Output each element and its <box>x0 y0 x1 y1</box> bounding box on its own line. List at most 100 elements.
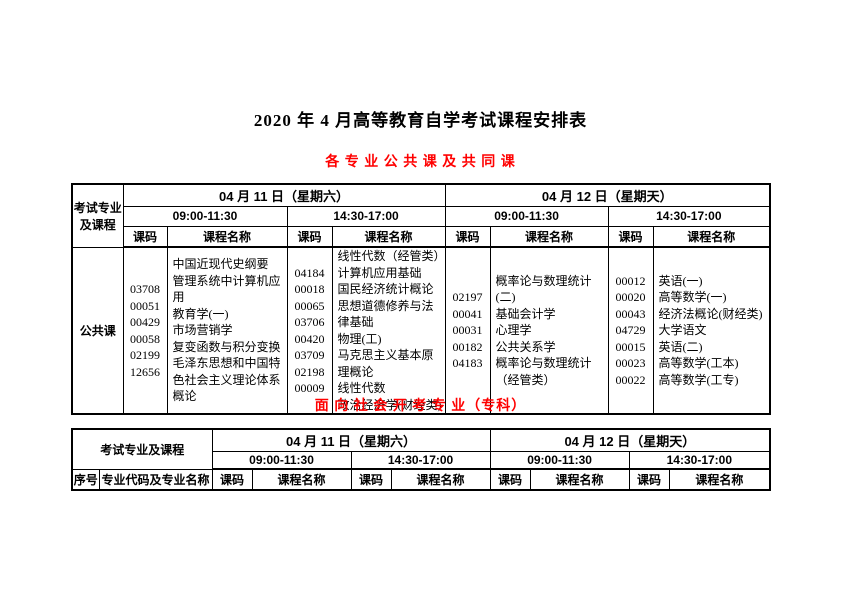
time-header-afternoon: 14:30-17:00 <box>607 205 771 227</box>
course-code: 00012 <box>615 273 646 288</box>
name-column-header: 课程名称 <box>489 225 609 248</box>
day-header-april-12: 04 月 12 日（星期天） <box>444 183 771 207</box>
code-column-header: 课码 <box>628 468 670 491</box>
course-name: 管理系统中计算机应用 <box>172 273 281 305</box>
course-code: 00022 <box>615 372 646 387</box>
course-name: 高等数学(工本) <box>658 356 739 371</box>
code-column-header: 课码 <box>122 225 168 248</box>
course-name: 经济法概论(财经类) <box>658 306 763 321</box>
name-column-header: 课程名称 <box>251 468 352 491</box>
course-name: 大学语文 <box>658 323 707 338</box>
course-code: 00009 <box>294 381 325 395</box>
course-code: 04729 <box>615 323 646 338</box>
course-code: 00020 <box>615 290 646 305</box>
time-header-morning: 09:00-11:30 <box>122 205 288 227</box>
course-code: 00023 <box>615 356 646 371</box>
course-name: 高等数学(工专) <box>658 372 739 387</box>
time-header-morning: 09:00-11:30 <box>444 205 609 227</box>
course-name: 高等数学(一) <box>658 290 727 305</box>
course-code: 03709 <box>294 348 325 362</box>
course-code: 00043 <box>615 306 646 321</box>
course-code: 00015 <box>615 339 646 354</box>
time-header-morning: 09:00-11:30 <box>211 450 352 470</box>
public-courses-row: 公共课 03708 00051 00429 00058 02199 12656 中国近现代… <box>71 246 771 415</box>
course-names-sun-am: 概率论与数理统计(二) 基础会计学心理学 公共关系学概率论与数理统计（经管类） <box>489 246 609 415</box>
course-name: 英语(二) <box>658 339 703 354</box>
course-code: 03706 <box>294 315 325 329</box>
day-header-april-12: 04 月 12 日（星期天） <box>489 428 771 452</box>
social-majors-table: 考试专业及课程 04 月 11 日（星期六） 04 月 12 日（星期天） 09… <box>71 428 772 491</box>
name-column-header: 课程名称 <box>668 468 771 491</box>
course-names-sat-am: 中国近现代史纲要 管理系统中计算机应用 教育学(一) 市场营销学 复变函数与积分变换毛泽… <box>166 246 288 415</box>
course-code: 00041 <box>452 306 483 321</box>
name-column-header: 课程名称 <box>529 468 630 491</box>
course-code: 00058 <box>130 331 160 346</box>
course-name: 中国近现代史纲要 <box>172 257 269 272</box>
course-code: 00429 <box>130 315 160 329</box>
course-name: 线性代数（经管类） <box>337 249 446 263</box>
code-column-header: 课码 <box>444 225 491 248</box>
course-codes-sat-am: 03708 00051 00429 00058 02199 12656 <box>122 246 168 415</box>
name-column-header: 课程名称 <box>166 225 288 248</box>
page-title: 2020 年 4 月高等教育自学考试课程安排表 <box>253 111 588 130</box>
course-code: 00051 <box>130 298 160 313</box>
course-name: 思想道德修养与法律基础 <box>337 298 434 330</box>
course-name: 物理(工) <box>337 331 382 346</box>
course-name: 计算机应用基础 <box>337 265 422 280</box>
course-names-sat-pm: 线性代数（经管类） 计算机应用基础 国民经济统计概论思想道德修养与法律基础 物理(工)… <box>331 246 446 415</box>
code-column-header: 课码 <box>350 468 392 491</box>
corner-header-exam-major: 考试专业及课程 <box>71 183 124 248</box>
code-column-header: 课码 <box>489 468 531 491</box>
time-header-afternoon: 14:30-17:00 <box>286 205 446 227</box>
name-column-header: 课程名称 <box>331 225 446 248</box>
course-code: 00420 <box>294 331 325 346</box>
course-name: 毛泽东思想和中国特色社会主义理论体系概论 <box>172 356 281 404</box>
corner-header-exam-major: 考试专业及课程 <box>71 428 213 470</box>
course-name: 概率论与数理统计（经管类） <box>495 356 592 387</box>
course-code: 00031 <box>452 323 483 338</box>
course-name: 复变函数与积分变换 <box>172 339 281 354</box>
name-column-header: 课程名称 <box>390 468 491 491</box>
course-code: 02199 <box>130 348 160 362</box>
course-names-sun-pm: 英语(一) 高等数学(一) 经济法概论(财经类) 大学语文 英语(二) 高等数学(工本) 高… <box>652 246 771 415</box>
course-name: 英语(一) <box>658 273 703 288</box>
course-codes-sat-pm: 04184 00018 00065 03706 00420 03709 02198 00009 <box>286 246 333 415</box>
course-code: 04184 <box>294 265 325 280</box>
course-code: 02197 <box>452 290 483 305</box>
course-code: 02198 <box>294 364 325 379</box>
course-name: 国民经济统计概论 <box>337 282 434 296</box>
time-header-afternoon: 14:30-17:00 <box>628 450 771 470</box>
course-name: 概率论与数理统计(二) <box>495 273 592 305</box>
course-name: 基础会计学 <box>495 306 556 321</box>
code-column-header: 课码 <box>607 225 654 248</box>
course-code: 04183 <box>452 356 483 371</box>
course-code: 00182 <box>452 339 483 354</box>
course-name: 马克思主义基本原理概论 <box>337 348 434 379</box>
major-code-name-column-header: 专业代码及专业名称 <box>98 468 213 491</box>
code-column-header: 课码 <box>286 225 333 248</box>
course-codes-sun-pm: 00012 00020 00043 04729 00015 00023 00022 <box>607 246 654 415</box>
row-label-public-course: 公共课 <box>71 246 124 415</box>
course-code: 03708 <box>130 282 160 296</box>
course-code: 00018 <box>294 282 325 296</box>
public-courses-table: 考试专业及课程 04 月 11 日（星期六） 04 月 12 日（星期天） 09… <box>71 183 772 415</box>
code-column-header: 课码 <box>211 468 253 491</box>
section-heading-public-courses: 各 专 业 公 共 课 及 共 同 课 <box>325 155 516 170</box>
course-name: 教育学(一) <box>172 306 229 321</box>
day-header-april-11: 04 月 11 日（星期六） <box>211 428 491 452</box>
course-code: 00065 <box>294 298 325 313</box>
day-header-april-11: 04 月 11 日（星期六） <box>122 183 446 207</box>
time-header-afternoon: 14:30-17:00 <box>350 450 491 470</box>
sequence-column-header: 序号 <box>71 468 100 491</box>
course-name: 心理学 <box>495 323 532 338</box>
course-codes-sun-am: 02197 00041 00031 00182 04183 <box>444 246 491 415</box>
time-header-morning: 09:00-11:30 <box>489 450 630 470</box>
course-name: 线性代数 <box>337 381 386 395</box>
course-name: 公共关系学 <box>495 339 556 354</box>
course-name: 政治经济学(财经类) <box>337 397 442 412</box>
course-code: 12656 <box>130 364 160 379</box>
course-name: 市场营销学 <box>172 323 233 338</box>
section-heading-social-majors: 面 向 社 会 开 考 专 业（专科） <box>314 399 527 414</box>
name-column-header: 课程名称 <box>652 225 771 248</box>
